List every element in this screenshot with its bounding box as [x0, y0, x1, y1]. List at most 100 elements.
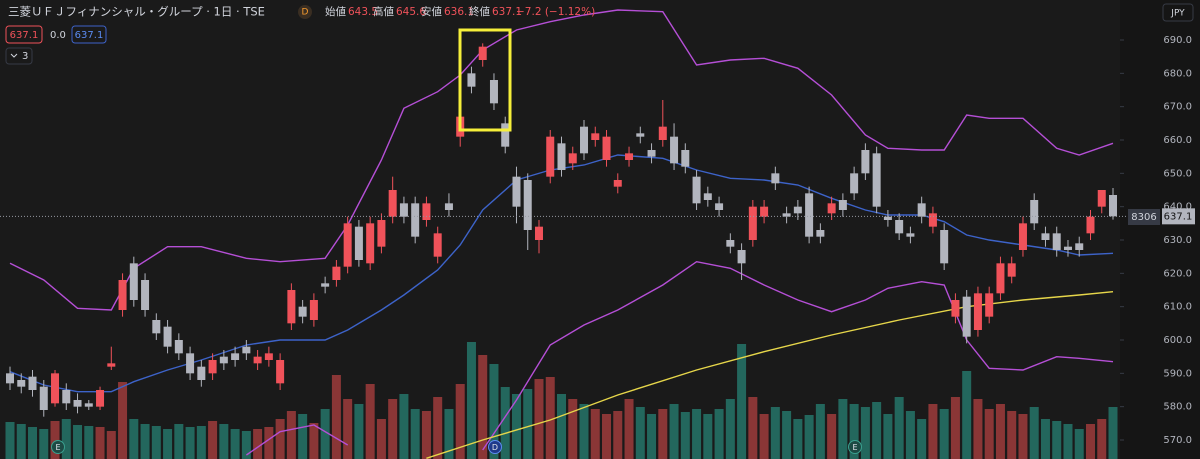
- collapsed-count: 3: [22, 51, 28, 62]
- indicator-line: [9, 154, 1114, 393]
- candle-body: [782, 213, 791, 217]
- volume-bar: [50, 421, 60, 459]
- candle-body: [568, 153, 577, 164]
- last-price-label: 637.1: [1164, 211, 1193, 222]
- candle-body: [647, 150, 656, 157]
- candle-body: [940, 230, 949, 264]
- candle-body: [928, 213, 937, 227]
- volume-bar: [1085, 424, 1095, 459]
- candle-body: [625, 153, 634, 160]
- candle-body: [332, 266, 341, 280]
- symbol-code: 8306: [1131, 212, 1156, 223]
- volume-bar: [748, 397, 758, 459]
- candle-body: [186, 353, 195, 374]
- candle-body: [399, 203, 408, 217]
- event-marker: [51, 440, 65, 454]
- candle-body: [591, 133, 600, 140]
- volume-bar: [872, 402, 882, 459]
- volume-bar: [793, 419, 803, 459]
- volume-bar: [500, 387, 510, 459]
- volume-bar: [365, 384, 375, 459]
- candle-body: [613, 180, 622, 187]
- candle-body: [17, 380, 26, 387]
- candle-body: [557, 143, 566, 170]
- volume-bar: [602, 414, 612, 459]
- volume-bar: [118, 382, 128, 459]
- volume-bar: [219, 424, 229, 459]
- volume-bar: [962, 371, 972, 459]
- volume-bar: [478, 355, 488, 459]
- volume-bar: [320, 409, 330, 459]
- ma-badge[interactable]: [71, 25, 107, 44]
- volume-bar: [545, 377, 555, 459]
- zero-label: 0.0: [50, 30, 66, 41]
- volume-bar: [106, 431, 116, 459]
- volume-bar: [421, 411, 431, 459]
- currency-button[interactable]: [1162, 3, 1194, 22]
- candle-body: [771, 173, 780, 184]
- candle-body: [107, 363, 116, 367]
- candle-body: [152, 320, 161, 334]
- volume-bar: [1063, 424, 1073, 459]
- y-tick-label: 670.0: [1163, 102, 1192, 113]
- volume-bar: [16, 424, 26, 459]
- candle-body: [422, 203, 431, 220]
- event-marker: [488, 440, 502, 454]
- volume-bar: [568, 399, 578, 459]
- ohlc-value: 637.1: [492, 6, 522, 18]
- y-tick-label: 640.0: [1163, 202, 1192, 213]
- volume-bar: [860, 407, 870, 459]
- candle-body: [6, 373, 14, 384]
- volume-bar: [692, 409, 702, 459]
- candle-body: [298, 306, 307, 317]
- volume-bar: [1074, 429, 1084, 459]
- volume-bar: [84, 426, 94, 459]
- volume-bar: [95, 427, 105, 459]
- candle-body: [478, 46, 487, 60]
- candle-body: [1030, 200, 1039, 224]
- candle-body: [737, 250, 746, 264]
- volume-bar: [647, 414, 657, 459]
- volume-bar: [725, 399, 735, 459]
- volume-bar: [444, 409, 454, 459]
- candle-body: [129, 263, 138, 300]
- volume-bar: [5, 422, 15, 459]
- candle-body: [850, 173, 859, 194]
- candle-body: [501, 123, 510, 147]
- volume-bar: [61, 419, 71, 459]
- volume-bar: [815, 404, 825, 459]
- collapse-button[interactable]: [5, 47, 33, 65]
- symbol-tag: [1128, 209, 1160, 225]
- candle-body: [489, 80, 498, 104]
- volume-bar: [230, 429, 240, 459]
- y-tick-label: 650.0: [1163, 168, 1192, 179]
- volume-bar: [241, 431, 251, 459]
- indicator-layer: [9, 9, 1114, 459]
- y-tick-label: 590.0: [1163, 368, 1192, 379]
- volume-bar: [950, 397, 960, 459]
- candle-body: [253, 356, 262, 364]
- volume-bar: [354, 404, 364, 459]
- price-badge[interactable]: [5, 25, 43, 44]
- volume-bar: [376, 419, 386, 459]
- candle-body: [231, 353, 240, 360]
- volume-bar: [590, 409, 600, 459]
- y-tick-label: 690.0: [1163, 35, 1192, 46]
- candle-body: [343, 223, 352, 267]
- volume-bar: [917, 419, 927, 459]
- candle-body: [96, 390, 105, 407]
- volume-bar: [579, 404, 589, 459]
- candle-body: [996, 263, 1005, 294]
- volume-bar: [309, 423, 319, 459]
- last-price-tag: [1162, 208, 1195, 225]
- volume-bar: [759, 414, 769, 459]
- volume-bar: [331, 375, 341, 459]
- candle-body: [39, 386, 48, 410]
- volume-bar: [849, 404, 859, 459]
- candle-body: [1041, 233, 1050, 240]
- ohlc-value: 636.1: [444, 6, 474, 18]
- event-label: D: [492, 443, 498, 452]
- candle-body: [1075, 243, 1084, 250]
- candle-body: [62, 390, 71, 404]
